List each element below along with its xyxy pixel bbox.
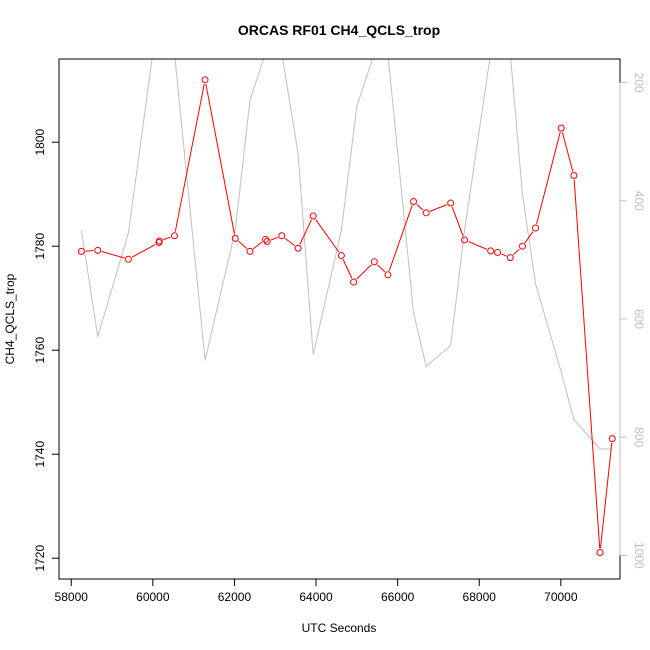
data-point xyxy=(608,435,616,443)
primary-series-segment xyxy=(599,442,613,549)
y2-tick-label: 800 xyxy=(632,427,646,447)
y2-tick-label: 400 xyxy=(632,191,646,211)
data-point xyxy=(494,248,502,256)
y-axis-label: CH4_QCLS_trop xyxy=(3,273,17,364)
data-point xyxy=(294,244,302,252)
x-axis: 58000 60000 62000 64000 66000 68000 70000 xyxy=(55,578,578,604)
y-tick-label: 1720 xyxy=(33,545,47,572)
data-point xyxy=(487,247,495,255)
x-tick-label: 66000 xyxy=(381,590,415,604)
x-tick-label: 62000 xyxy=(218,590,252,604)
primary-series-segment xyxy=(356,264,372,280)
x-axis-label: UTC Seconds xyxy=(302,621,377,635)
x-tick-label: 64000 xyxy=(299,590,333,604)
primary-series-segment xyxy=(561,132,574,172)
data-point xyxy=(518,242,526,250)
data-point xyxy=(532,224,540,232)
primary-series-segment xyxy=(284,237,296,247)
primary-series-segment xyxy=(512,248,520,256)
data-point xyxy=(246,247,254,255)
chart-title: ORCAS RF01 CH4_QCLS_trop xyxy=(238,22,440,38)
primary-series-segment xyxy=(315,219,340,253)
primary-series-segment xyxy=(252,241,263,250)
data-point xyxy=(596,548,604,556)
plot-frame xyxy=(58,58,621,580)
data-point xyxy=(447,199,455,207)
primary-series-segment xyxy=(238,240,248,249)
data-point xyxy=(461,236,469,244)
data-point xyxy=(261,235,269,243)
primary-series-segment xyxy=(205,83,235,235)
primary-series-segment xyxy=(377,264,386,273)
x-tick-label: 58000 xyxy=(55,590,89,604)
y-axis: 1720 1740 1760 1780 1800 xyxy=(33,129,60,572)
data-point xyxy=(570,171,578,179)
data-point xyxy=(155,237,163,245)
primary-series-segment xyxy=(299,219,312,245)
y2-tick-label: 600 xyxy=(632,309,646,329)
data-point xyxy=(124,255,132,263)
primary-series-segment xyxy=(101,251,125,259)
secondary-series-layer xyxy=(80,59,613,450)
primary-series-layer xyxy=(77,76,616,556)
primary-series-segment xyxy=(451,206,464,237)
data-point xyxy=(350,278,358,286)
y2-tick-label: 200 xyxy=(632,73,646,93)
data-point xyxy=(278,232,286,240)
x-tick-label: 70000 xyxy=(544,590,578,604)
primary-series-segment xyxy=(573,179,601,549)
data-point xyxy=(94,246,102,254)
data-point xyxy=(77,247,85,255)
primary-series-segment xyxy=(85,250,94,252)
primary-series-segment xyxy=(388,205,413,272)
x-tick-label: 68000 xyxy=(463,590,497,604)
y-tick-label: 1760 xyxy=(33,337,47,364)
primary-series-segment xyxy=(468,241,487,250)
data-point xyxy=(201,76,209,84)
primary-series-segment xyxy=(131,244,156,258)
primary-series-segment xyxy=(429,204,447,212)
data-point xyxy=(170,232,178,240)
y-tick-label: 1740 xyxy=(33,441,47,468)
data-point xyxy=(506,254,514,262)
x-tick-label: 60000 xyxy=(136,590,170,604)
data-point xyxy=(263,238,271,246)
primary-series-segment xyxy=(536,132,561,225)
primary-series-segment xyxy=(174,83,205,232)
y2-tick-label: 1000 xyxy=(632,542,646,569)
data-point xyxy=(231,234,239,242)
data-point xyxy=(557,124,565,132)
data-point xyxy=(384,271,392,279)
primary-series-segment xyxy=(524,231,534,244)
data-point xyxy=(309,212,317,220)
primary-series-segment xyxy=(416,203,424,211)
data-point xyxy=(370,258,378,266)
primary-series-segment xyxy=(163,236,171,241)
primary-series-segment xyxy=(270,236,279,241)
data-point xyxy=(410,197,418,205)
y2-axis: 200 400 600 800 1000 xyxy=(619,73,646,569)
data-point xyxy=(422,209,430,217)
y-tick-label: 1780 xyxy=(33,233,47,260)
secondary-series-line xyxy=(80,59,613,450)
primary-series-segment xyxy=(342,259,353,279)
primary-series-segment xyxy=(501,253,507,257)
y-tick-label: 1800 xyxy=(33,129,47,156)
data-point xyxy=(337,252,345,260)
